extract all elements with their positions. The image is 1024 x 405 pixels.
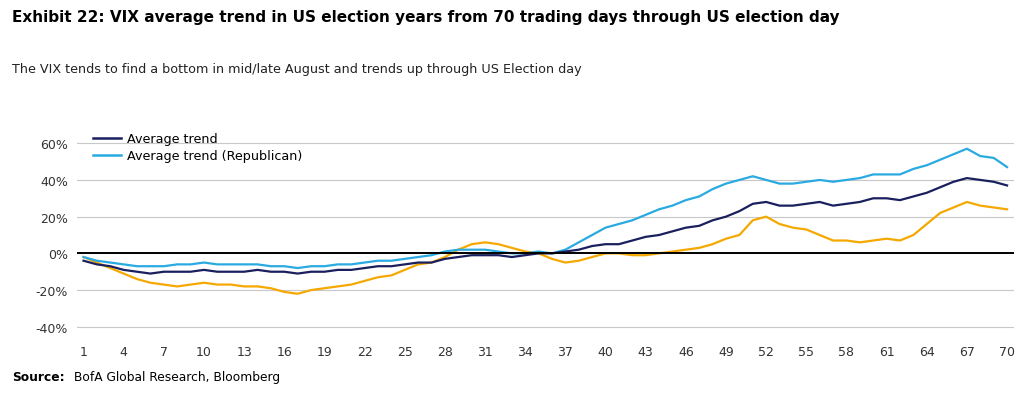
Legend: Average trend, Average trend (Republican): Average trend, Average trend (Republican… [92, 133, 302, 163]
Average trend (Republican) [292, 266, 304, 271]
Text: Source:: Source: [12, 370, 65, 383]
Average trend [1000, 183, 1013, 188]
Text: Exhibit 22: VIX average trend in US election years from 70 trading days through : Exhibit 22: VIX average trend in US elec… [12, 10, 840, 25]
Average trend [599, 242, 611, 247]
Average trend [479, 253, 492, 258]
Average trend [78, 259, 90, 264]
Average trend (Republican) [305, 264, 317, 269]
Average trend (Republican) [961, 147, 973, 152]
Average trend (Republican) [372, 259, 384, 264]
Text: BofA Global Research, Bloomberg: BofA Global Research, Bloomberg [70, 370, 280, 383]
Average trend [372, 264, 384, 269]
Average trend (Republican) [881, 173, 893, 177]
Average trend [144, 271, 157, 276]
Average trend (Republican) [78, 255, 90, 260]
Average trend [305, 270, 317, 275]
Line: Average trend: Average trend [84, 179, 1007, 274]
Line: Average trend (Republican): Average trend (Republican) [84, 149, 1007, 269]
Average trend (Republican) [599, 226, 611, 230]
Average trend (Republican) [479, 247, 492, 252]
Average trend [961, 176, 973, 181]
Average trend [211, 270, 223, 275]
Average trend (Republican) [1000, 165, 1013, 170]
Text: The VIX tends to find a bottom in mid/late August and trends up through US Elect: The VIX tends to find a bottom in mid/la… [12, 63, 582, 76]
Average trend [881, 196, 893, 201]
Average trend (Republican) [198, 260, 210, 265]
